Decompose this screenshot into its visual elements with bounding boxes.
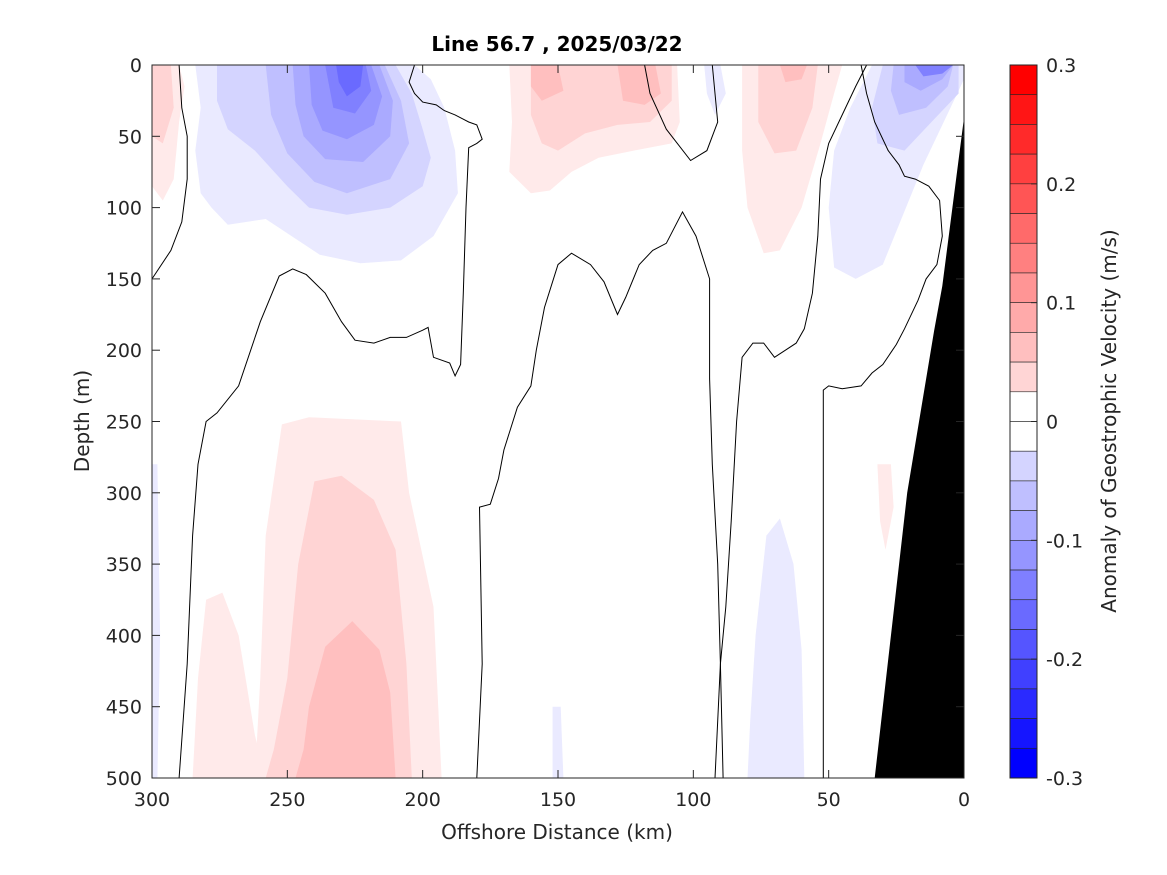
velocity-region-pos-top-300-b bbox=[152, 65, 174, 144]
colorbar-tick-label: 0.2 bbox=[1046, 174, 1076, 196]
velocity-region-pos-right-top-3 bbox=[779, 65, 807, 83]
zero-contour-line-4 bbox=[822, 65, 943, 778]
colorbar-segment bbox=[1009, 302, 1038, 333]
velocity-region-neg-coast-5 bbox=[915, 65, 954, 77]
colorbar-segment bbox=[1009, 599, 1038, 630]
colorbar-segment bbox=[1009, 718, 1038, 749]
y-tick-label: 400 bbox=[106, 625, 142, 647]
x-tick-label: 100 bbox=[675, 789, 711, 811]
zero-contour-line-2 bbox=[476, 210, 724, 778]
x-tick-label: 50 bbox=[817, 789, 841, 811]
zero-contour-line-5 bbox=[644, 65, 719, 162]
y-tick-label: 350 bbox=[106, 554, 142, 576]
y-tick-label: 300 bbox=[106, 483, 142, 505]
colorbar-segment bbox=[1009, 421, 1038, 452]
colorbar-tick-label: 0.3 bbox=[1046, 55, 1076, 77]
velocity-region-pos-right-top-2 bbox=[758, 65, 818, 154]
chart-title: Line 56.7 , 2025/03/22 bbox=[431, 32, 682, 56]
colorbar-segment bbox=[1009, 361, 1038, 393]
velocity-region-neg-deep-right bbox=[747, 518, 805, 778]
colorbar: 0.3 0.2 0.1 0 -0.1 -0.2 -0.3 bbox=[1009, 55, 1083, 790]
x-tick-label: 250 bbox=[269, 789, 305, 811]
colorbar-tick-label: -0.2 bbox=[1046, 649, 1083, 671]
plot-area: 300 250 200 150 100 50 00501001502002503003504… bbox=[106, 55, 970, 811]
colorbar-segment bbox=[1009, 688, 1038, 719]
colorbar-segment bbox=[1009, 242, 1038, 274]
x-tick-label: 150 bbox=[540, 789, 576, 811]
colorbar-segment bbox=[1009, 64, 1038, 96]
y-tick-label: 150 bbox=[106, 269, 142, 291]
velocity-region-neg-upper-7 bbox=[336, 65, 364, 97]
colorbar-segment bbox=[1009, 569, 1038, 601]
zero-contour-lines bbox=[152, 65, 943, 778]
axes: 300 250 200 150 100 50 00501001502002503003504… bbox=[106, 55, 970, 811]
colorbar-segment bbox=[1009, 332, 1038, 363]
velocity-region-pos-mid-top-4 bbox=[530, 65, 564, 101]
colorbar-tick-label: 0.1 bbox=[1046, 293, 1076, 315]
colorbar-segment bbox=[1009, 94, 1038, 125]
colorbar-segment bbox=[1009, 183, 1038, 214]
colorbar-segment bbox=[1009, 391, 1038, 422]
x-axis-label: Offshore Distance (km) bbox=[441, 820, 673, 844]
colorbar-segment bbox=[1009, 124, 1038, 155]
velocity-region-pos-deep-left bbox=[192, 592, 266, 778]
colorbar-segment bbox=[1009, 747, 1038, 779]
y-tick-label: 500 bbox=[106, 768, 142, 790]
x-tick-label: 200 bbox=[405, 789, 441, 811]
colorbar-tick-label: -0.1 bbox=[1046, 530, 1083, 552]
colorbar-segment bbox=[1009, 213, 1038, 244]
colorbar-tick-label: -0.3 bbox=[1046, 768, 1083, 790]
colorbar-segment bbox=[1009, 629, 1038, 660]
y-tick-label: 50 bbox=[118, 126, 142, 148]
velocity-fill-regions bbox=[152, 65, 964, 778]
velocity-region-neg-deep-left bbox=[152, 464, 161, 778]
velocity-region-pos-deep-3 bbox=[295, 621, 396, 778]
colorbar-segment bbox=[1009, 540, 1038, 571]
velocity-region-neg-deep-mid bbox=[552, 706, 564, 778]
zero-contour-line-3 bbox=[714, 65, 868, 778]
zero-contour-line-1 bbox=[178, 65, 483, 778]
bathymetry-layer bbox=[874, 117, 964, 778]
y-tick-label: 250 bbox=[106, 412, 142, 434]
colorbar-segment bbox=[1009, 480, 1038, 511]
y-axis-label: Depth (m) bbox=[70, 370, 94, 472]
y-tick-label: 450 bbox=[106, 697, 142, 719]
colorbar-label: Anomaly of Geostrophic Velocity (m/s) bbox=[1097, 229, 1121, 612]
colorbar-segment bbox=[1009, 658, 1038, 690]
seafloor-bathymetry bbox=[874, 117, 964, 778]
velocity-region-pos-coast-deep bbox=[877, 464, 894, 550]
x-tick-label: 300 bbox=[134, 789, 170, 811]
colorbar-tick-label: 0 bbox=[1046, 412, 1058, 434]
y-tick-label: 0 bbox=[130, 55, 142, 77]
x-tick-label: 0 bbox=[958, 789, 970, 811]
y-tick-label: 200 bbox=[106, 340, 142, 362]
colorbar-segment bbox=[1009, 153, 1038, 185]
velocity-region-pos-mid-top-3 bbox=[617, 65, 661, 105]
zero-contour-line-0 bbox=[152, 65, 188, 280]
y-tick-label: 100 bbox=[106, 198, 142, 220]
colorbar-segment bbox=[1009, 272, 1038, 303]
colorbar-segment bbox=[1009, 510, 1038, 541]
colorbar-segment bbox=[1009, 450, 1038, 482]
